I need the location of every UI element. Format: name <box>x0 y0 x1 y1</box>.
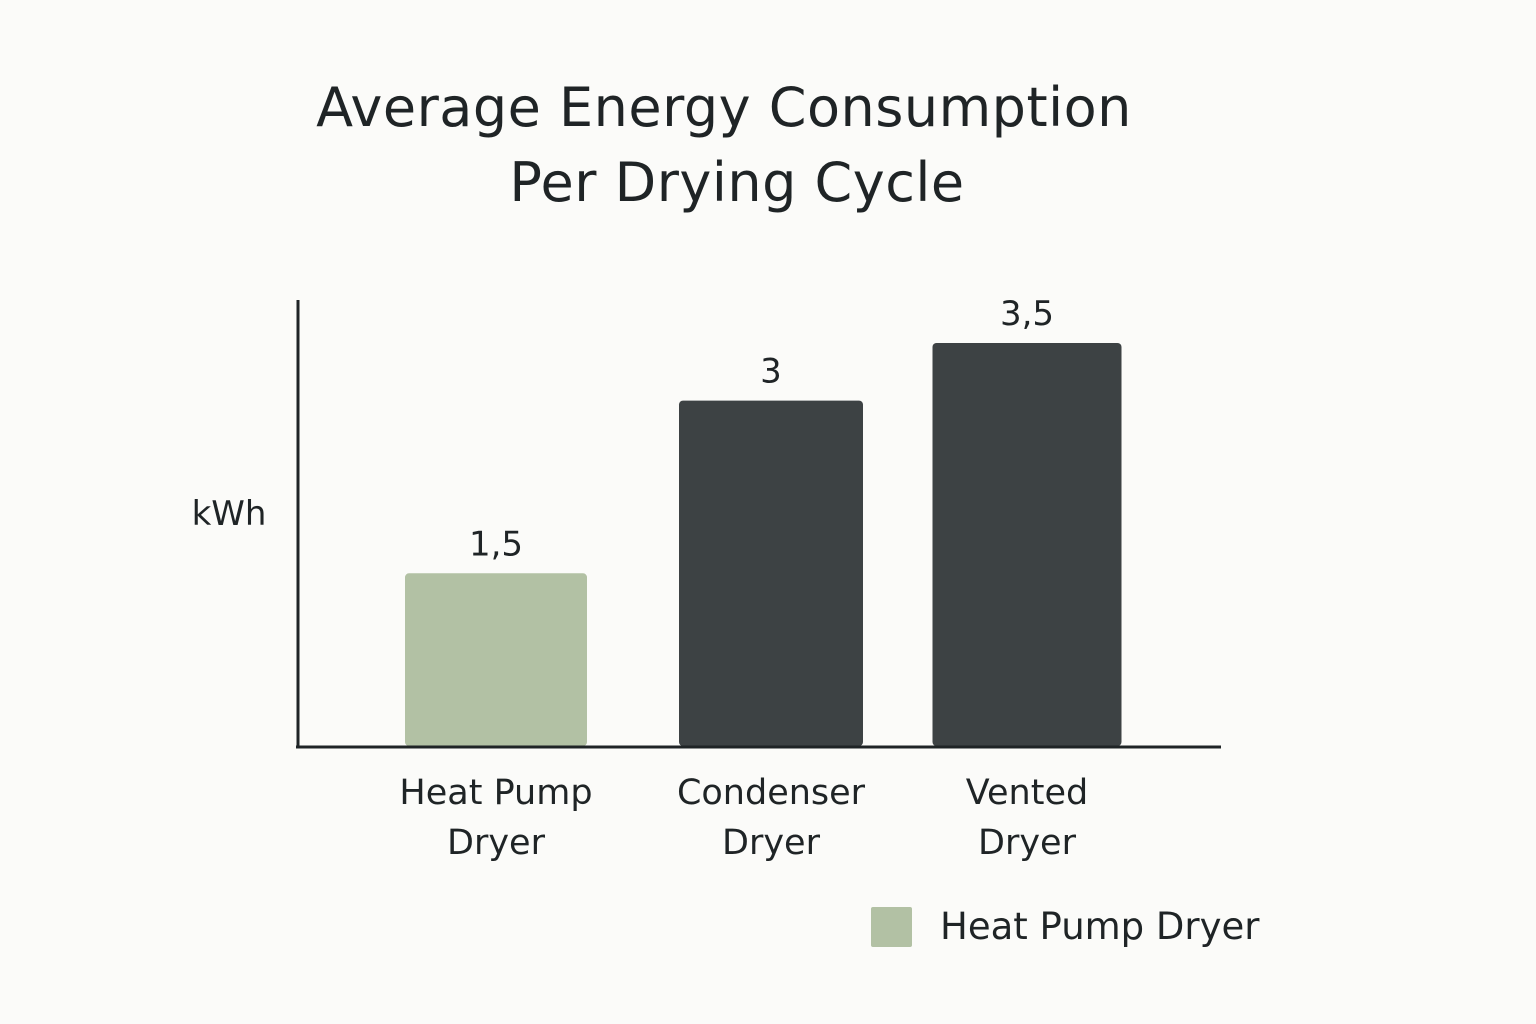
category-label-2-line-2: Dryer <box>978 823 1077 863</box>
category-label-1-line-2: Dryer <box>722 823 821 863</box>
bar-0 <box>405 573 587 746</box>
bars-layer <box>405 343 1122 746</box>
chart-title-line-2: Per Drying Cycle <box>509 151 964 214</box>
category-label-2-line-1: Vented <box>966 773 1088 813</box>
bar-1 <box>679 400 863 746</box>
value-label-2: 3,5 <box>1000 294 1054 334</box>
bar-2 <box>932 343 1122 746</box>
legend: Heat Pump Dryer <box>871 905 1260 948</box>
value-label-0: 1,5 <box>469 524 523 564</box>
category-label-1-line-1: Condenser <box>677 773 866 813</box>
category-labels-layer: Heat Pump Dryer Condenser Dryer Vented Dryer <box>399 773 1088 863</box>
y-axis-label: kWh <box>192 494 267 534</box>
category-label-0-line-2: Dryer <box>447 823 546 863</box>
category-label-0-line-1: Heat Pump <box>399 773 592 813</box>
legend-swatch-0 <box>871 907 912 947</box>
value-label-1: 3 <box>760 352 782 392</box>
legend-label-0: Heat Pump Dryer <box>940 905 1260 948</box>
value-labels-layer: 1,5 3 3,5 <box>469 294 1054 564</box>
chart-title-line-1: Average Energy Consumption <box>316 76 1132 139</box>
